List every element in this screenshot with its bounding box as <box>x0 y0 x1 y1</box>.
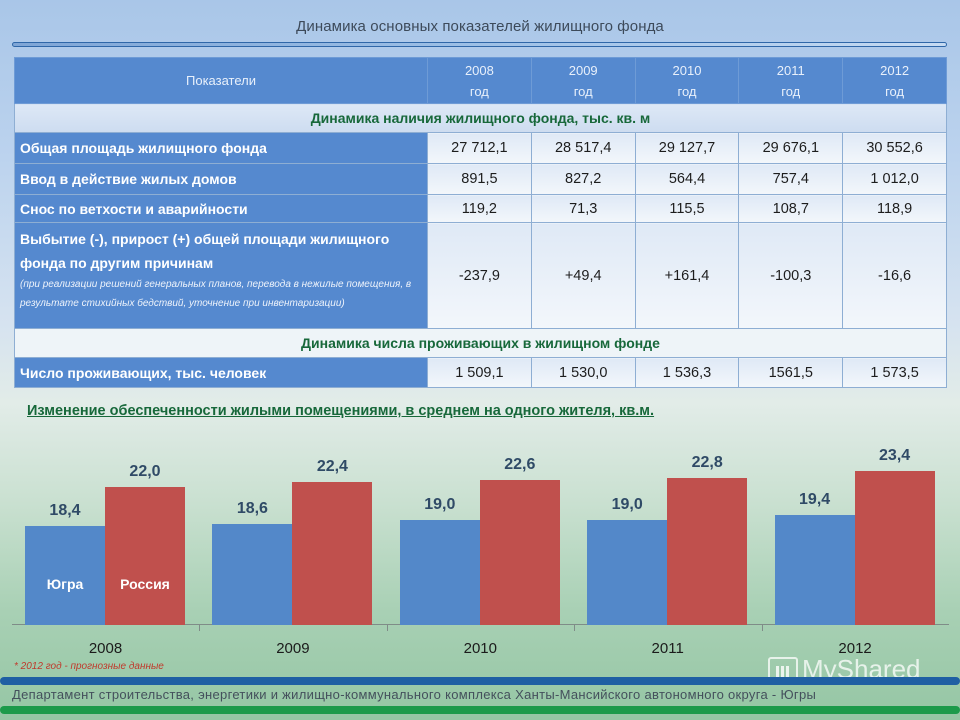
header-indicators: Показатели <box>14 57 428 104</box>
bar-value-label: 22,6 <box>504 455 536 473</box>
legend-label-ugra: Югра <box>46 576 84 592</box>
housing-indicators-table: Показатели 2008 год 2009 год 2010 год 2011 г… <box>14 57 947 388</box>
table-cell: -100,3 <box>738 222 844 329</box>
table-cell: -16,6 <box>842 222 947 329</box>
x-axis-label: 2008 <box>88 640 123 657</box>
slide-title: Динамика основных показателей жилищного … <box>296 18 664 35</box>
bar-ugra <box>587 519 668 625</box>
section-heading: Динамика числа проживающих в жилищном фо… <box>14 328 947 358</box>
table-header-row: Показатели 2008 год 2009 год 2010 год 2011 г… <box>14 57 947 104</box>
bar-value-label: 23,4 <box>879 447 911 465</box>
bar-value-label: 22,8 <box>691 453 723 471</box>
table-cell: 1561,5 <box>738 357 844 388</box>
row-label: Снос по ветхости и аварийности <box>14 194 428 223</box>
bar-value-label: 18,4 <box>49 502 81 520</box>
table-cell: 108,7 <box>738 194 844 223</box>
bar-russia <box>667 477 748 625</box>
table-cell: 28 517,4 <box>530 132 636 164</box>
bar-russia <box>479 479 560 625</box>
header-year: 2008 год <box>427 57 532 104</box>
table-cell: 115,5 <box>634 194 740 223</box>
table-cell: 827,2 <box>530 163 636 195</box>
row-label-main: Выбытие (-), прирост (+) общей площади ж… <box>20 231 390 271</box>
bar-ugra <box>774 515 855 625</box>
bar-russia <box>105 486 185 625</box>
row-label: Выбытие (-), прирост (+) общей площади ж… <box>14 222 428 329</box>
table-cell: 30 552,6 <box>842 132 947 164</box>
bar-chart: 18,4 Югра 22,0 Россия 2008 18,6 22,4 2009 19,0 22… <box>12 430 949 660</box>
chart-title: Изменение обеспеченности жилыми помещени… <box>27 403 655 419</box>
table-cell: 1 530,0 <box>530 357 636 388</box>
x-axis-tick <box>386 625 388 631</box>
table-cell: 1 012,0 <box>842 163 947 195</box>
x-axis-label: 2010 <box>463 640 497 657</box>
table-row: Ввод в действие жилых домов 891,5 827,2 … <box>14 163 947 195</box>
section-heading-row: Динамика числа проживающих в жилищном фо… <box>14 328 947 358</box>
table-row: Выбытие (-), прирост (+) общей площади ж… <box>14 222 947 329</box>
table-cell: -237,9 <box>427 222 532 329</box>
bar-russia <box>292 482 373 625</box>
header-year: 2009 год <box>530 57 636 104</box>
table-cell: 1 536,3 <box>634 357 740 388</box>
table-cell: 119,2 <box>427 194 532 223</box>
bar-ugra <box>212 524 293 625</box>
table-cell: 757,4 <box>738 163 844 195</box>
header-year: 2012 год <box>842 57 947 104</box>
row-label: Общая площадь жилищного фонда <box>14 132 428 164</box>
footer-blue-bar <box>0 677 960 685</box>
x-axis-label: 2009 <box>276 640 310 657</box>
bar-value-label: 22,4 <box>316 458 348 476</box>
table-row: Число проживающих, тыс. человек 1 509,1 … <box>14 357 947 388</box>
bar-value-label: 22,0 <box>129 462 161 480</box>
row-label: Ввод в действие жилых домов <box>14 163 428 195</box>
table-cell: 1 573,5 <box>842 357 947 388</box>
bar-value-label: 19,0 <box>611 495 643 513</box>
table-cell: 118,9 <box>842 194 947 223</box>
section-heading: Динамика наличия жилищного фонда, тыс. к… <box>14 103 947 133</box>
bar-ugra <box>25 526 105 625</box>
row-label: Число проживающих, тыс. человек <box>14 357 428 388</box>
table-cell: +161,4 <box>634 222 740 329</box>
header-year: 2010 год <box>634 57 740 104</box>
table-row: Общая площадь жилищного фонда 27 712,1 2… <box>14 132 947 164</box>
table-cell: 564,4 <box>634 163 740 195</box>
footer-green-bar <box>0 706 960 714</box>
table-cell: 1 509,1 <box>427 357 532 388</box>
table-cell: 27 712,1 <box>427 132 532 164</box>
table-cell: 71,3 <box>530 194 636 223</box>
footer-department: Департамент строительства, энергетики и … <box>12 687 817 702</box>
bar-value-label: 19,0 <box>424 495 456 513</box>
x-axis-tick <box>574 625 576 631</box>
x-axis-label: 2011 <box>651 640 684 657</box>
bar-ugra <box>399 519 480 625</box>
x-axis-tick <box>199 625 201 631</box>
bar-value-label: 18,6 <box>236 500 268 518</box>
table-cell: +49,4 <box>530 222 636 329</box>
x-axis-tick <box>761 625 763 631</box>
legend-label-russia: Россия <box>120 576 170 592</box>
table-cell: 29 127,7 <box>634 132 740 164</box>
bar-value-label: 19,4 <box>799 491 831 509</box>
title-divider <box>12 42 947 47</box>
section-heading-row: Динамика наличия жилищного фонда, тыс. к… <box>14 103 947 133</box>
footnote: * 2012 год - прогнозные данные <box>14 661 164 672</box>
bar-russia <box>854 471 935 625</box>
header-year: 2011 год <box>738 57 844 104</box>
x-axis-label: 2012 <box>838 640 872 657</box>
row-label-note: (при реализации решений генеральных план… <box>20 279 412 309</box>
table-cell: 29 676,1 <box>738 132 844 164</box>
table-cell: 891,5 <box>427 163 532 195</box>
table-row: Снос по ветхости и аварийности 119,2 71,… <box>14 194 947 223</box>
